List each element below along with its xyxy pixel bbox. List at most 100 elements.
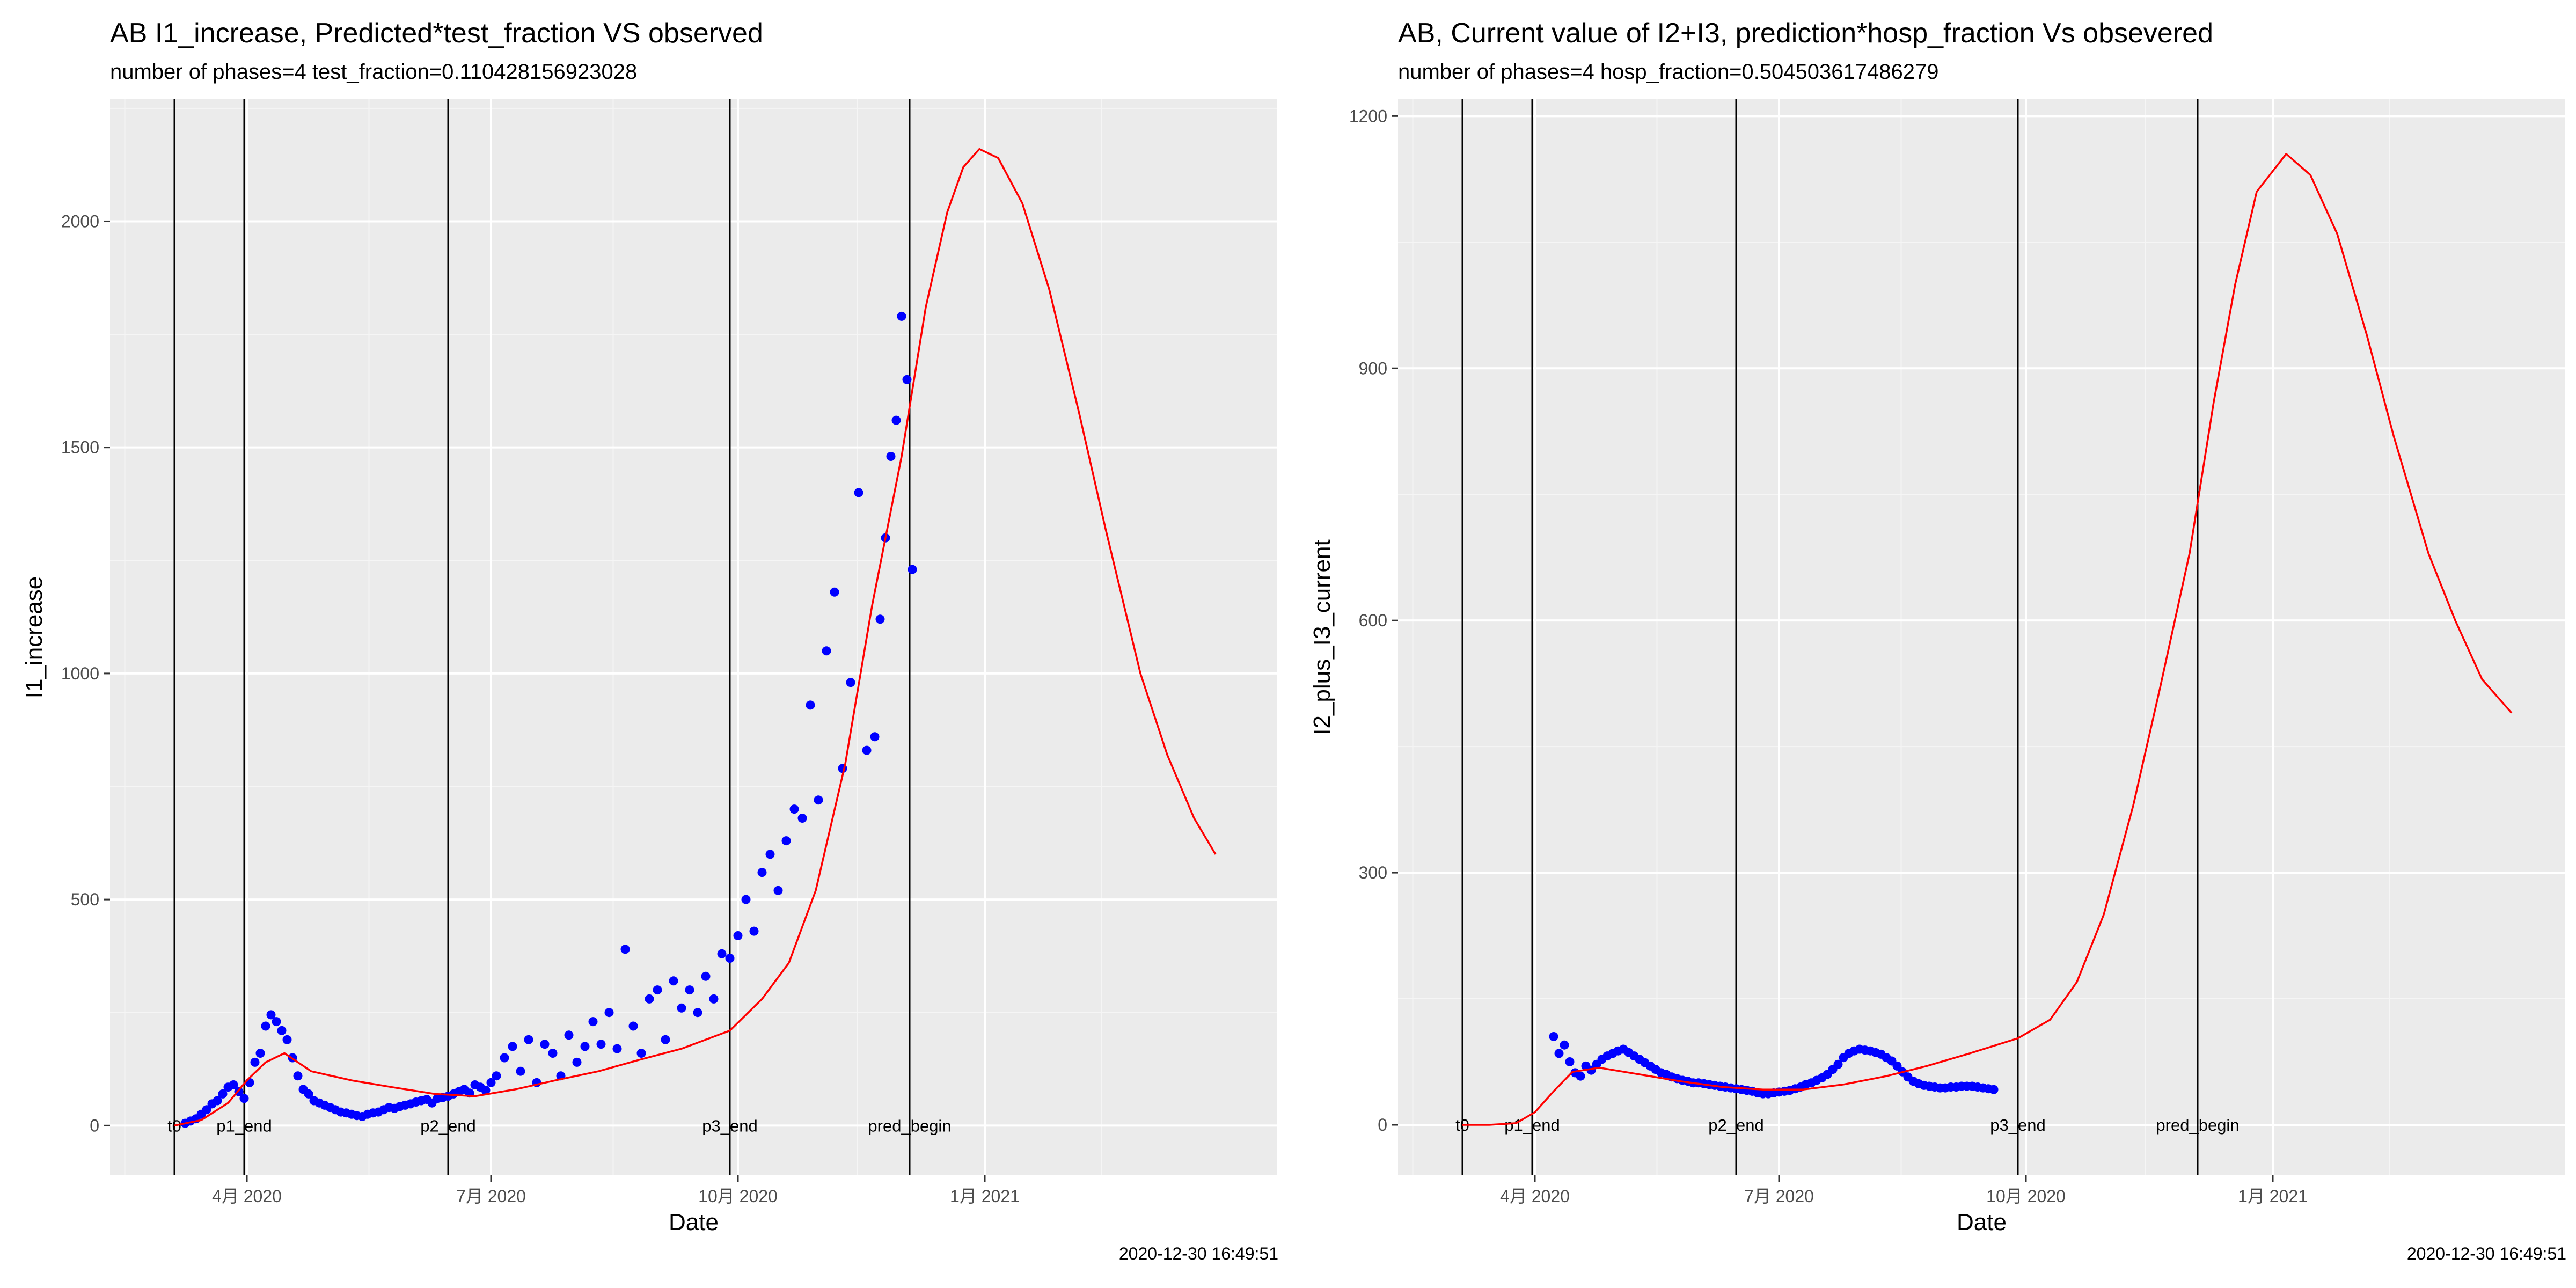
- observed-point: [293, 1071, 303, 1081]
- observed-point: [516, 1066, 525, 1076]
- y-tick-label: 0: [90, 1116, 99, 1135]
- y-axis-title: I2_plus_I3_current: [1309, 539, 1335, 735]
- plot-background: [1398, 99, 2565, 1175]
- y-tick-label: 1000: [61, 664, 99, 683]
- observed-point: [277, 1026, 287, 1035]
- observed-point: [653, 985, 662, 995]
- observed-point: [1549, 1032, 1558, 1041]
- observed-point: [741, 895, 751, 904]
- observed-point: [564, 1030, 574, 1040]
- observed-point: [266, 1010, 276, 1020]
- observed-point: [255, 1049, 265, 1058]
- observed-point: [572, 1057, 582, 1067]
- phase-label: p3_end: [702, 1116, 757, 1135]
- observed-point: [524, 1035, 533, 1044]
- observed-point: [717, 949, 727, 958]
- observed-point: [1892, 1061, 1902, 1071]
- observed-point: [685, 985, 694, 995]
- observed-point: [250, 1057, 260, 1067]
- phase-label: pred_begin: [868, 1116, 951, 1135]
- observed-point: [677, 1003, 686, 1013]
- observed-point: [1565, 1057, 1575, 1066]
- phase-label: t0: [167, 1116, 181, 1135]
- y-tick-label: 900: [1359, 358, 1387, 378]
- observed-point: [486, 1078, 496, 1087]
- observed-point: [693, 1008, 702, 1018]
- observed-point: [822, 646, 831, 656]
- observed-point: [218, 1089, 228, 1099]
- grid: [1398, 99, 2565, 1175]
- observed-point: [709, 994, 719, 1004]
- chart-subtitle: number of phases=4 hosp_fraction=0.50450…: [1398, 60, 1939, 84]
- observed-point: [661, 1035, 670, 1044]
- observed-point: [612, 1044, 622, 1053]
- observed-point: [508, 1042, 517, 1051]
- phase-label: p2_end: [1708, 1116, 1763, 1135]
- observed-point: [781, 836, 791, 846]
- observed-point: [620, 945, 630, 954]
- phase-label: p1_end: [216, 1116, 272, 1135]
- observed-point: [749, 926, 759, 936]
- observed-points: [180, 311, 917, 1128]
- x-axis-title: Date: [669, 1209, 719, 1235]
- observed-point: [891, 415, 901, 425]
- observed-point: [669, 976, 678, 986]
- observed-point: [765, 850, 775, 859]
- observed-point: [830, 587, 839, 597]
- observed-point: [492, 1071, 501, 1081]
- observed-point: [580, 1042, 590, 1051]
- observed-point: [886, 452, 896, 461]
- observed-point: [500, 1053, 509, 1063]
- y-tick-label: 1200: [1349, 106, 1387, 126]
- observed-point: [540, 1040, 550, 1049]
- observed-point: [701, 971, 711, 981]
- plot-background: [110, 99, 1277, 1175]
- phase-label: p2_end: [420, 1116, 475, 1135]
- observed-point: [870, 732, 880, 742]
- chart-panel-right: AB, Current value of I2+I3, prediction*h…: [1288, 0, 2576, 1288]
- observed-point: [245, 1078, 254, 1087]
- x-tick-label: 1月 2021: [2238, 1187, 2308, 1206]
- observed-point: [908, 565, 917, 574]
- x-tick-label: 7月 2020: [1744, 1187, 1814, 1206]
- timestamp: 2020-12-30 16:49:51: [2406, 1244, 2566, 1263]
- observed-point: [213, 1096, 222, 1106]
- observed-point: [862, 745, 872, 755]
- grid: [110, 99, 1277, 1175]
- observed-point: [588, 1017, 598, 1027]
- observed-point: [628, 1021, 638, 1031]
- observed-point: [846, 678, 855, 687]
- x-axis-title: Date: [1957, 1209, 2007, 1235]
- y-tick-label: 300: [1359, 863, 1387, 882]
- x-tick-label: 4月 2020: [212, 1187, 282, 1206]
- observed-point: [481, 1086, 491, 1095]
- y-tick-label: 2000: [61, 211, 99, 231]
- observed-point: [304, 1089, 313, 1099]
- observed-point: [773, 885, 783, 895]
- observed-point: [282, 1035, 292, 1044]
- observed-point: [1989, 1085, 1999, 1094]
- observed-point: [1833, 1059, 1843, 1069]
- y-tick-label: 0: [1378, 1115, 1387, 1135]
- prediction-line: [1462, 153, 2513, 1126]
- prediction-line: [174, 148, 1217, 1127]
- x-tick-label: 7月 2020: [456, 1187, 526, 1206]
- observed-point: [1560, 1040, 1569, 1050]
- x-tick-label: 4月 2020: [1500, 1187, 1570, 1206]
- timestamp: 2020-12-30 16:49:51: [1118, 1244, 1278, 1263]
- chart-title: AB I1_increase, Predicted*test_fraction …: [110, 18, 763, 49]
- y-tick-label: 1500: [61, 438, 99, 457]
- observed-point: [229, 1080, 238, 1089]
- phase-label: p3_end: [1990, 1116, 2045, 1135]
- observed-point: [261, 1021, 270, 1031]
- observed-point: [797, 814, 807, 823]
- chart-title: AB, Current value of I2+I3, prediction*h…: [1398, 18, 2213, 49]
- observed-point: [202, 1105, 211, 1115]
- x-tick-label: 10月 2020: [1986, 1187, 2066, 1206]
- observed-point: [645, 994, 654, 1004]
- x-tick-label: 1月 2021: [950, 1187, 1020, 1206]
- chart-panel-left: AB I1_increase, Predicted*test_fraction …: [21, 18, 1278, 1263]
- y-tick-label: 600: [1359, 611, 1387, 630]
- y-axis-title: I1_increase: [21, 576, 47, 698]
- y-tick-label: 500: [71, 890, 99, 909]
